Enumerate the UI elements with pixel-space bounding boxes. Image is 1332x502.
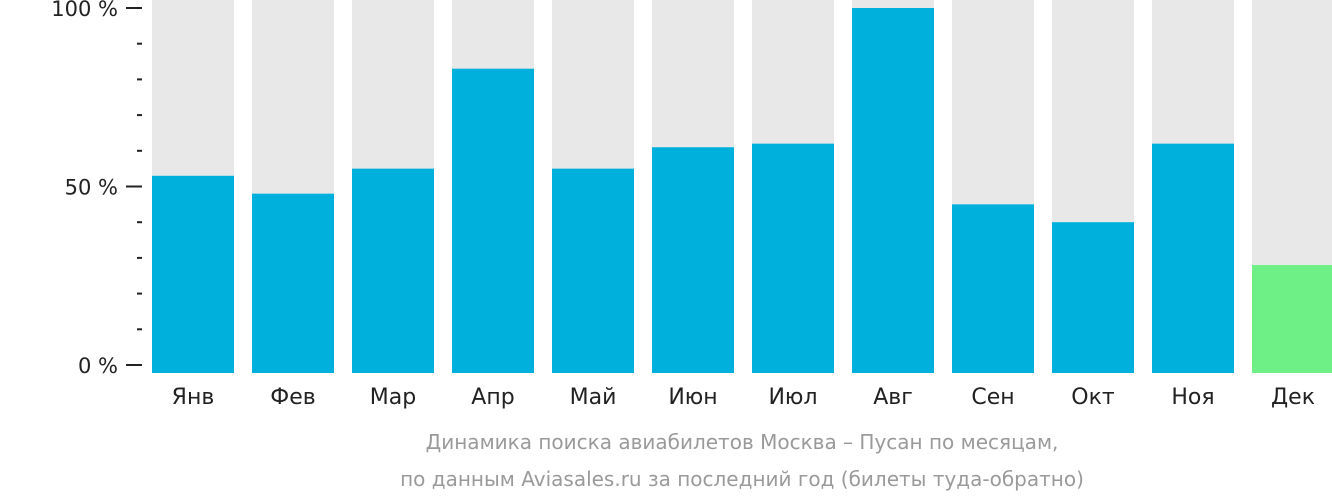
y-tick-label-1: 100 % <box>51 0 118 21</box>
bar-chart: 100 % 50 % 0 % Янв Фев Мар Апр Май Июн Июл Авг Сен… <box>51 0 1332 410</box>
x-tick-label-2: Фев <box>270 385 315 410</box>
bar-3[interactable] <box>352 168 434 373</box>
x-tick-label-10: Окт <box>1071 385 1115 410</box>
chart-caption-line-2: по данным Aviasales.ru за последний год … <box>400 467 1084 491</box>
bar-1[interactable] <box>152 175 234 373</box>
x-tick-label-6: Июн <box>668 385 717 410</box>
bar-12[interactable] <box>1252 265 1332 373</box>
bar-5[interactable] <box>552 168 634 373</box>
bar-10[interactable] <box>1052 222 1134 373</box>
x-tick-label-5: Май <box>570 385 617 410</box>
bar-11[interactable] <box>1152 143 1234 373</box>
x-axis-labels: Янв Фев Мар Апр Май Июн Июл Авг Сен Окт Ноя Дек <box>172 385 1315 410</box>
bar-9[interactable] <box>952 204 1034 373</box>
y-axis: 100 % 50 % 0 % <box>51 0 142 378</box>
x-tick-label-1: Янв <box>172 385 215 410</box>
bar-8[interactable] <box>852 8 934 373</box>
x-tick-label-9: Сен <box>971 385 1014 410</box>
x-tick-label-12: Дек <box>1271 385 1315 410</box>
x-tick-label-7: Июл <box>768 385 817 410</box>
x-tick-label-11: Ноя <box>1171 385 1214 410</box>
bars <box>152 0 1332 373</box>
chart-caption-line-1: Динамика поиска авиабилетов Москва – Пус… <box>425 430 1059 454</box>
x-tick-label-8: Авг <box>873 385 913 410</box>
bar-6[interactable] <box>652 147 734 373</box>
bar-2[interactable] <box>252 193 334 373</box>
y-tick-label-3: 0 % <box>78 354 118 378</box>
y-tick-label-2: 50 % <box>65 176 118 200</box>
bar-4[interactable] <box>452 68 534 373</box>
x-tick-label-4: Апр <box>471 385 514 410</box>
x-tick-label-3: Мар <box>370 385 416 410</box>
bar-7[interactable] <box>752 143 834 373</box>
